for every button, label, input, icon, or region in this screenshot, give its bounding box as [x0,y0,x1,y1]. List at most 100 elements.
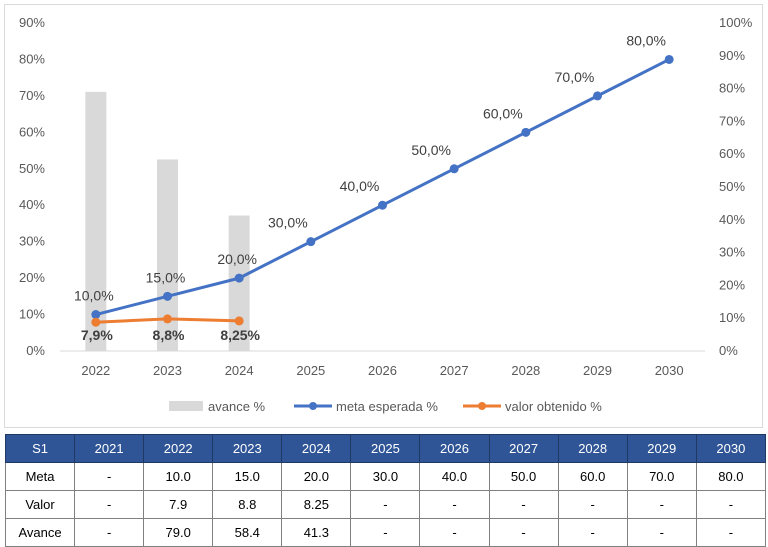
right-tick-label: 0% [719,343,738,358]
left-tick-label: 70% [19,88,45,103]
x-tick-label: 2030 [655,363,684,378]
data-labels: 10,0% 15,0% 20,0% 30,0% 40,0% 50,0% 60,0% 70,0%… [74,32,666,343]
table-header-cell: 2022 [143,434,214,463]
table-cell: 7.9 [143,490,214,519]
right-tick-label: 100% [719,15,753,30]
left-tick-label: 90% [19,15,45,30]
table-header-cell: 2030 [695,434,767,463]
meta-data-label: 40,0% [340,178,380,194]
legend-swatch-avance [169,401,203,411]
left-tick-label: 40% [19,197,45,212]
table-cell: 10.0 [143,462,214,491]
table-cell: - [488,490,559,519]
valor-data-label: 7,9% [81,327,113,343]
right-axis-ticks: 0% 10% 20% 30% 40% 50% 60% 70% 80% 90% 100% [719,15,753,358]
table-cell: 15.0 [212,462,283,491]
right-tick-label: 20% [719,277,745,292]
table-header-cell: 2024 [281,434,352,463]
valor-obtenido-marker [163,314,172,324]
right-tick-label: 80% [719,81,745,96]
x-tick-label: 2029 [583,363,612,378]
table-row: Avance -79.0 58.4 41.3- - - - - - [4,518,767,547]
table-header-cell: S1 [4,434,76,463]
table-cell: Meta [4,462,76,491]
x-tick-label: 2027 [440,363,469,378]
legend: avance % meta esperada % valor obtenido … [169,399,602,414]
line-series [91,54,674,327]
combo-chart: 0% 10% 20% 30% 40% 50% 60% 70% 80% 90% 0% 10% 20% 30… [19,15,753,414]
table-cell: - [695,490,767,519]
meta-data-label: 30,0% [268,215,308,231]
right-tick-label: 60% [719,146,745,161]
meta-data-label: 20,0% [217,251,257,267]
table-cell: 40.0 [419,462,490,491]
x-tick-label: 2028 [511,363,540,378]
table-row: Meta -10.0 15.0 20.0 30.0 40.0 50.0 60.0 70.0 80.… [4,462,767,491]
table-cell: - [695,518,767,547]
table-cell: - [74,462,145,491]
table-body: Meta -10.0 15.0 20.0 30.0 40.0 50.0 60.0 70.0 80.… [4,462,767,547]
table-header-cell: 2023 [212,434,283,463]
table-header-cell: 2028 [557,434,628,463]
avance-bar [157,159,178,351]
table-header-cell: 2026 [419,434,490,463]
table-cell: - [74,490,145,519]
table-cell: - [74,518,145,547]
legend-marker-meta [309,402,317,410]
table-cell: - [557,518,628,547]
right-tick-label: 40% [719,212,745,227]
valor-data-label: 8,25% [220,327,260,343]
table-row: Valor -7.9 8.8 8.25- - - - - - [4,490,767,519]
meta-esperada-marker [91,310,101,320]
meta-esperada-marker [449,164,459,174]
table-header-cell: 2029 [626,434,697,463]
meta-esperada-marker [378,200,387,210]
meta-data-label: 50,0% [411,142,451,158]
meta-esperada-marker [163,291,172,301]
left-tick-label: 60% [19,124,45,139]
table-cell: 79.0 [143,518,214,547]
left-axis-ticks: 0% 10% 20% 30% 40% 50% 60% 70% 80% 90% [19,15,45,358]
valor-obtenido-marker [234,316,244,326]
table-cell: - [626,490,697,519]
table-cell: Avance [4,518,76,547]
meta-esperada-marker [234,273,244,283]
table-cell: 70.0 [626,462,697,491]
table-cell: - [350,490,421,519]
legend-label-avance: avance % [208,399,266,414]
x-tick-label: 2025 [296,363,325,378]
legend-label-meta: meta esperada % [336,399,438,414]
table-header-row: S1 2021 2022 2023 2024 2025 2026 2027 2028 2029 20… [4,434,767,463]
legend-label-valor: valor obtenido % [505,399,602,414]
left-tick-label: 20% [19,270,45,285]
table-cell: 8.8 [212,490,283,519]
valor-data-label: 8,8% [153,327,185,343]
meta-esperada-marker [521,127,531,137]
table-cell: 50.0 [488,462,559,491]
left-tick-label: 30% [19,234,45,249]
chart-area: 0% 10% 20% 30% 40% 50% 60% 70% 80% 90% 0% 10% 20% 30… [4,4,763,428]
table-header-cell: 2025 [350,434,421,463]
left-tick-label: 0% [26,343,45,358]
x-tick-label: 2023 [153,363,182,378]
meta-esperada-marker [664,54,674,64]
table-cell: 8.25 [281,490,352,519]
avance-bars [85,91,250,351]
x-tick-label: 2022 [81,363,110,378]
meta-esperada-marker [306,237,316,247]
x-tick-label: 2024 [225,363,254,378]
table-cell: 58.4 [212,518,283,547]
table-cell: - [350,518,421,547]
left-tick-label: 80% [19,51,45,66]
legend-marker-valor [478,402,486,410]
table-cell: 41.3 [281,518,352,547]
valor-obtenido-marker [91,317,101,327]
table-cell: 30.0 [350,462,421,491]
table-cell: 60.0 [557,462,628,491]
meta-data-label: 70,0% [555,69,595,85]
left-tick-label: 10% [19,307,45,322]
meta-data-label: 80,0% [626,32,666,48]
table-cell: Valor [4,490,76,519]
meta-data-label: 60,0% [483,105,523,121]
table-cell: - [557,490,628,519]
